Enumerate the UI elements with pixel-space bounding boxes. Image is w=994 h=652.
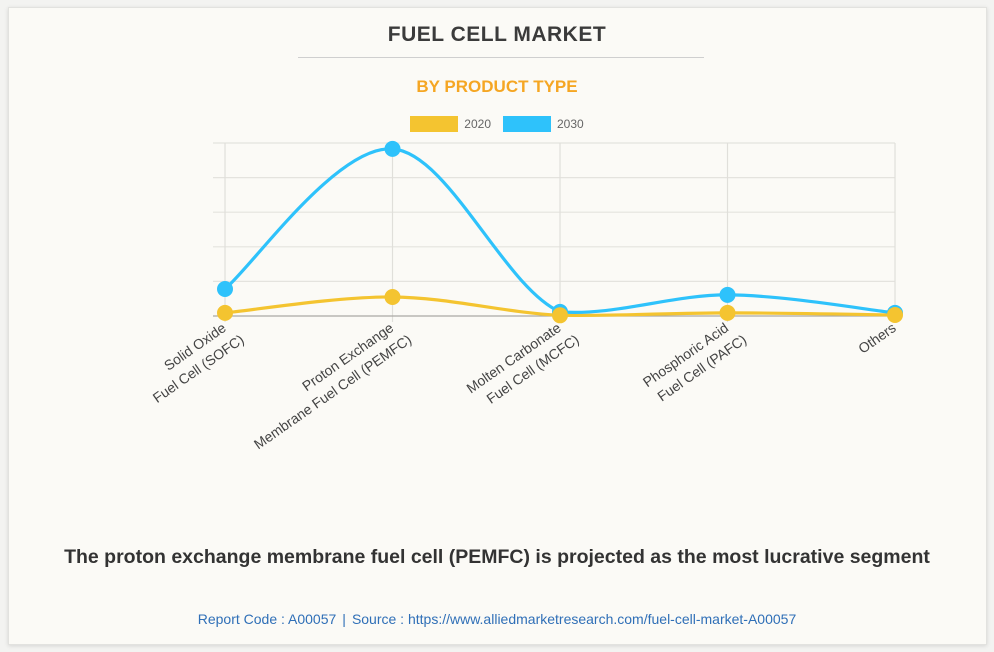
footer-separator: | <box>342 611 346 627</box>
x-tick-label-line: Others <box>855 319 899 356</box>
footer: Report Code : A00057 | Source : https://ww… <box>0 611 994 627</box>
data-point-2020-3 <box>719 304 736 321</box>
data-point-2030-0 <box>217 281 233 298</box>
data-point-2020-2 <box>552 307 568 324</box>
chart-card <box>8 7 987 645</box>
chart-caption: The proton exchange membrane fuel cell (… <box>64 546 930 568</box>
x-tick-label: Others <box>855 319 899 356</box>
chart-subtitle: BY PRODUCT TYPE <box>416 77 578 96</box>
chart-title: FUEL CELL MARKET <box>387 23 607 46</box>
legend-label-2030: 2030 <box>557 117 584 131</box>
legend: 2020 2030 <box>0 116 994 132</box>
data-point-2020-0 <box>217 304 233 321</box>
legend-item-2030[interactable]: 2030 <box>503 116 584 132</box>
title-divider <box>298 57 704 58</box>
legend-item-2020[interactable]: 2020 <box>410 116 491 132</box>
legend-swatch-2020 <box>410 116 459 132</box>
data-point-2030-3 <box>719 286 736 303</box>
data-point-2030-1 <box>384 140 401 157</box>
data-point-2020-4 <box>887 306 903 323</box>
source-link[interactable]: Source : https://www.alliedmarketresearc… <box>351 611 797 627</box>
series-line-2030 <box>223 147 897 315</box>
legend-label-2020: 2020 <box>464 117 491 131</box>
x-tick-label-line: Membrane Fuel Cell (PEMFC) <box>251 331 414 452</box>
legend-swatch-2030 <box>503 116 551 132</box>
report-code: Report Code : A00057 <box>197 611 337 627</box>
data-point-2020-1 <box>384 288 401 305</box>
